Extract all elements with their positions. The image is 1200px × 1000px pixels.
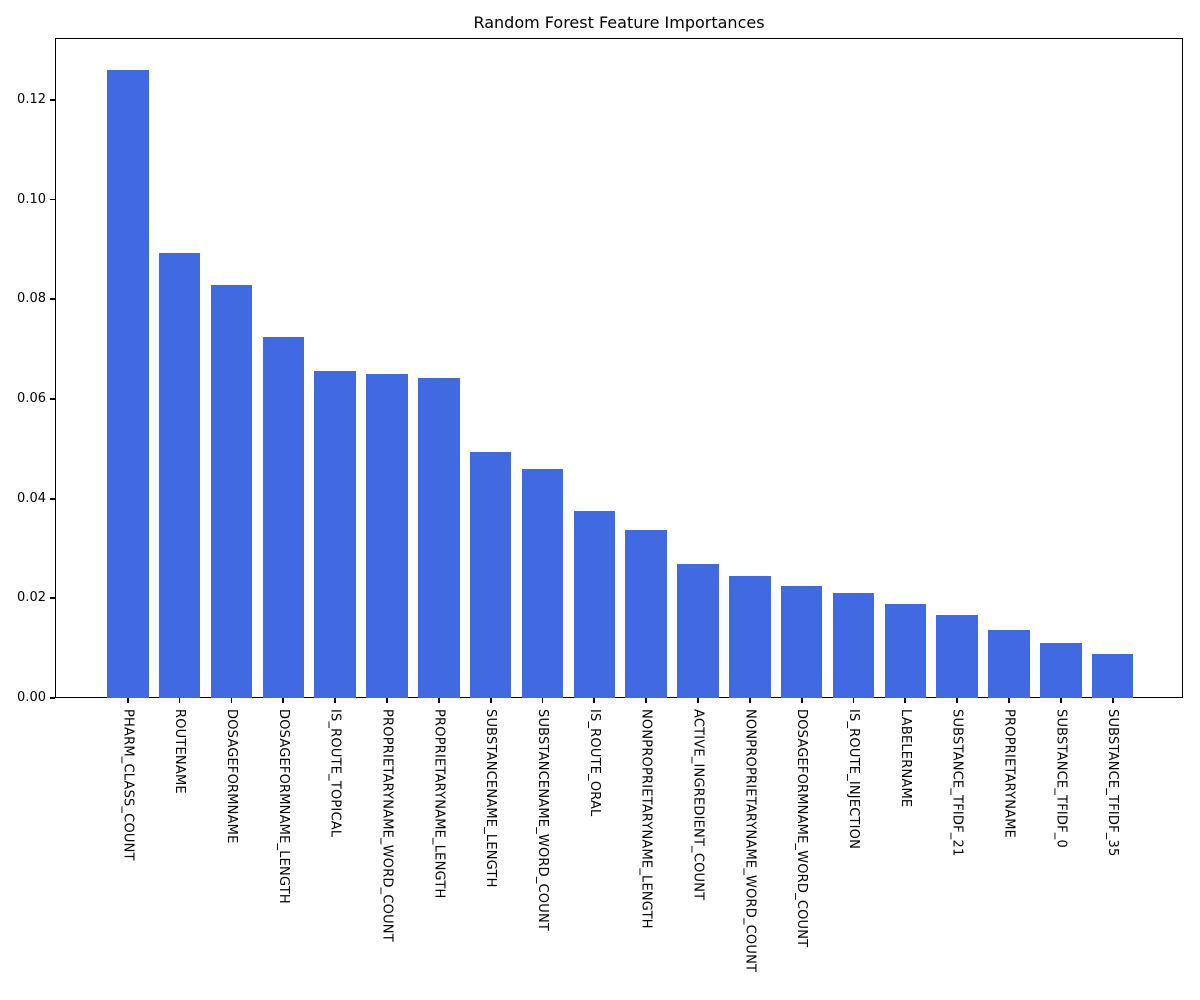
x-tick-mark xyxy=(541,698,544,703)
y-tick-mark xyxy=(50,398,55,400)
y-tick-label: 0.04 xyxy=(17,490,46,506)
x-tick-mark xyxy=(748,698,751,703)
bar xyxy=(729,576,771,698)
x-tick-mark xyxy=(386,698,388,703)
plot-area xyxy=(55,38,1183,698)
bar xyxy=(1040,643,1082,698)
bar xyxy=(521,468,564,698)
chart-title: Random Forest Feature Importances xyxy=(473,13,765,32)
x-tick-mark xyxy=(489,698,492,703)
bar xyxy=(988,630,1030,698)
x-tick-label: SUBSTANCENAME_LENGTH xyxy=(483,709,499,888)
x-tick-label: SUBSTANCE_TFIDF_35 xyxy=(1105,709,1121,857)
y-tick-mark xyxy=(50,198,55,201)
y-tick-mark xyxy=(50,298,55,301)
x-tick-mark xyxy=(437,698,440,703)
x-tick-mark xyxy=(126,698,129,703)
x-tick-mark xyxy=(956,698,959,703)
x-tick-label: ROUTENAME xyxy=(172,709,188,794)
y-tick-label: 0.02 xyxy=(17,590,46,606)
x-tick-label: NONPROPRIETARYNAME_WORD_COUNT xyxy=(742,709,758,973)
x-tick-mark xyxy=(697,698,699,703)
y-tick-mark xyxy=(50,497,55,500)
bar xyxy=(677,564,719,698)
x-tick-mark xyxy=(1008,698,1010,703)
y-tick-label: 0.12 xyxy=(17,91,46,107)
x-tick-label: DOSAGEFORMNAME_LENGTH xyxy=(275,709,291,904)
y-tick-mark xyxy=(50,697,55,699)
x-tick-mark xyxy=(230,698,233,703)
bar xyxy=(469,451,512,698)
x-tick-label: PROPRIETARYNAME_WORD_COUNT xyxy=(379,709,395,942)
x-tick-label: PROPRIETARYNAME_LENGTH xyxy=(431,709,447,899)
x-tick-mark xyxy=(904,698,907,703)
x-tick-mark xyxy=(334,698,336,703)
y-tick-mark xyxy=(50,597,55,600)
bar xyxy=(832,593,875,698)
x-tick-label: IS_ROUTE_TOPICAL xyxy=(327,709,343,838)
bar xyxy=(366,373,408,698)
x-tick-label: NONPROPRIETARYNAME_LENGTH xyxy=(638,709,654,929)
bar xyxy=(625,529,667,698)
y-tick-label: 0.10 xyxy=(17,191,46,207)
x-tick-label: SUBSTANCE_TFIDF_21 xyxy=(949,709,965,857)
x-tick-label: DOSAGEFORMNAME_WORD_COUNT xyxy=(794,709,810,948)
y-tick-label: 0.00 xyxy=(17,690,46,705)
bar xyxy=(418,377,460,698)
x-tick-label: SUBSTANCE_TFIDF_0 xyxy=(1053,709,1069,848)
y-tick-label: 0.08 xyxy=(17,291,46,307)
bar xyxy=(158,252,201,698)
x-tick-label: PROPRIETARYNAME xyxy=(1001,709,1017,839)
x-tick-mark xyxy=(1111,698,1114,703)
x-tick-label: SUBSTANCENAME_WORD_COUNT xyxy=(534,709,550,932)
x-tick-label: LABELERNAME xyxy=(897,709,913,808)
x-tick-label: DOSAGEFORMNAME xyxy=(223,709,239,844)
x-tick-label: IS_ROUTE_ORAL xyxy=(586,709,602,817)
x-tick-mark xyxy=(593,698,596,703)
bar xyxy=(884,604,927,698)
x-tick-mark xyxy=(1059,698,1062,703)
x-tick-mark xyxy=(178,698,181,703)
bar xyxy=(936,615,978,698)
bar xyxy=(262,337,305,698)
bar xyxy=(107,69,149,698)
bar xyxy=(780,586,823,698)
x-tick-mark xyxy=(852,698,855,703)
x-tick-label: PHARM_CLASS_COUNT xyxy=(120,709,136,861)
x-tick-mark xyxy=(800,698,803,703)
bar xyxy=(1091,654,1134,698)
x-tick-mark xyxy=(645,698,648,703)
y-tick-mark xyxy=(50,98,55,101)
x-tick-label: ACTIVE_INGREDIENT_COUNT xyxy=(690,709,706,901)
bar xyxy=(314,371,356,698)
x-tick-label: IS_ROUTE_INJECTION xyxy=(846,709,861,850)
x-tick-mark xyxy=(282,698,285,703)
bar xyxy=(573,511,616,698)
y-tick-label: 0.06 xyxy=(17,390,46,406)
bar xyxy=(210,284,253,698)
